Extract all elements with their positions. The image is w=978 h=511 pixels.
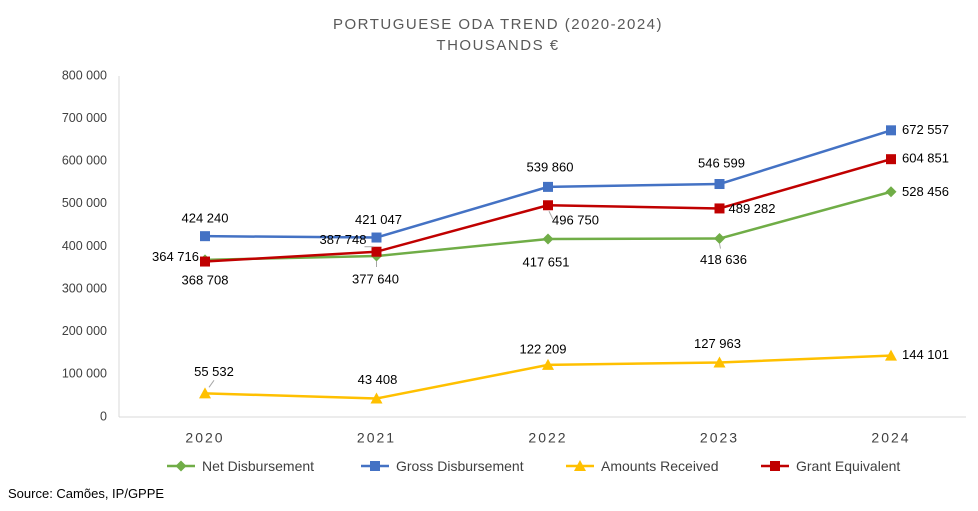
x-tick-label: 2020 (185, 430, 224, 446)
data-point-received (542, 358, 554, 370)
label-leader-line (548, 211, 554, 220)
data-point-net (714, 233, 725, 245)
data-point-received (713, 356, 726, 368)
data-point-gross (371, 232, 382, 243)
data-label-grant: 364 716 (152, 249, 199, 264)
legend-label: Gross Disbursement (396, 458, 524, 474)
label-leader-line (208, 380, 215, 388)
legend-item-gross: Gross Disbursement (360, 458, 524, 474)
data-label-gross: 546 599 (698, 155, 745, 170)
y-tick-label: 0 (100, 409, 107, 423)
data-label-received: 55 532 (194, 364, 234, 379)
chart-title: PORTUGUESE ODA TREND (2020-2024) (332, 16, 664, 33)
legend-item-received: Amounts Received (565, 458, 719, 474)
x-tick-label: 2024 (871, 430, 910, 446)
data-label-gross: 424 240 (182, 211, 229, 226)
legend-marker (574, 460, 586, 471)
data-label-grant: 604 851 (902, 151, 949, 166)
y-tick-label: 700 000 (62, 111, 107, 125)
legend-label: Amounts Received (601, 458, 719, 474)
x-tick-label: 2021 (357, 430, 396, 446)
data-point-received (370, 392, 383, 404)
data-label-gross: 421 047 (355, 212, 402, 227)
legend-label: Net Disbursement (202, 458, 315, 474)
data-label-gross: 672 557 (902, 122, 949, 137)
line-chart: 0 100 000 200 000 300 000 400 000 500 000 600 … (62, 68, 966, 446)
legend: Net Disbursement Gross Disbursement Amount… (0, 458, 978, 480)
data-point-grant (371, 246, 382, 257)
x-tick-label: 2023 (700, 430, 739, 446)
data-label-grant: 496 750 (552, 213, 599, 228)
data-label-net: 418 636 (700, 252, 747, 267)
data-point-net (542, 233, 554, 245)
data-label-received: 43 408 (358, 372, 398, 387)
data-label-net: 417 651 (523, 254, 570, 269)
data-label-grant: 387 748 (320, 232, 367, 247)
y-tick-label: 300 000 (62, 281, 107, 295)
legend-marker (770, 461, 780, 471)
data-point-gross (886, 125, 896, 136)
legend-symbol-received (566, 460, 594, 471)
data-label-grant: 489 282 (729, 201, 776, 216)
data-label-received: 144 101 (902, 347, 949, 362)
chart-subtitle: THOUSANDS € (436, 37, 560, 54)
y-tick-label: 600 000 (62, 154, 107, 168)
data-point-grant (886, 154, 896, 165)
legend-item-grant: Grant Equivalent (760, 458, 900, 474)
data-point-gross (543, 181, 553, 192)
chart-title-block: PORTUGUESE ODA TREND (2020-2024) THOUSAN… (0, 14, 978, 56)
data-point-received (199, 387, 211, 399)
label-leader-line (719, 243, 721, 249)
legend-label: Grant Equivalent (796, 458, 901, 474)
y-tick-label: 400 000 (62, 239, 107, 253)
x-tick-label: 2022 (528, 430, 567, 446)
data-point-grant (200, 256, 210, 267)
legend-symbol-net (167, 460, 195, 472)
legend-marker (370, 461, 380, 471)
legend-item-net: Net Disbursement (166, 458, 314, 474)
data-label-net: 528 456 (902, 184, 949, 199)
legend-symbol-grant (761, 461, 789, 471)
legend-marker (175, 460, 187, 472)
data-label-net: 368 708 (182, 272, 229, 287)
y-tick-label: 200 000 (62, 324, 107, 338)
data-label-gross: 539 860 (527, 159, 574, 174)
data-point-received (885, 349, 897, 361)
data-point-grant (714, 203, 725, 214)
data-label-net: 377 640 (352, 271, 399, 286)
legend-symbol-gross (361, 461, 389, 471)
data-point-gross (714, 179, 725, 190)
data-label-received: 127 963 (694, 336, 741, 351)
data-label-received: 122 209 (520, 341, 567, 356)
y-tick-label: 500 000 (62, 196, 107, 210)
y-tick-label: 800 000 (62, 68, 107, 82)
data-point-gross (200, 231, 210, 242)
source-note: Source: Camões, IP/GPPE (8, 486, 165, 501)
data-point-grant (543, 200, 553, 211)
y-tick-label: 100 000 (62, 367, 107, 381)
data-point-net (885, 186, 897, 198)
series-line-grant (203, 157, 893, 263)
